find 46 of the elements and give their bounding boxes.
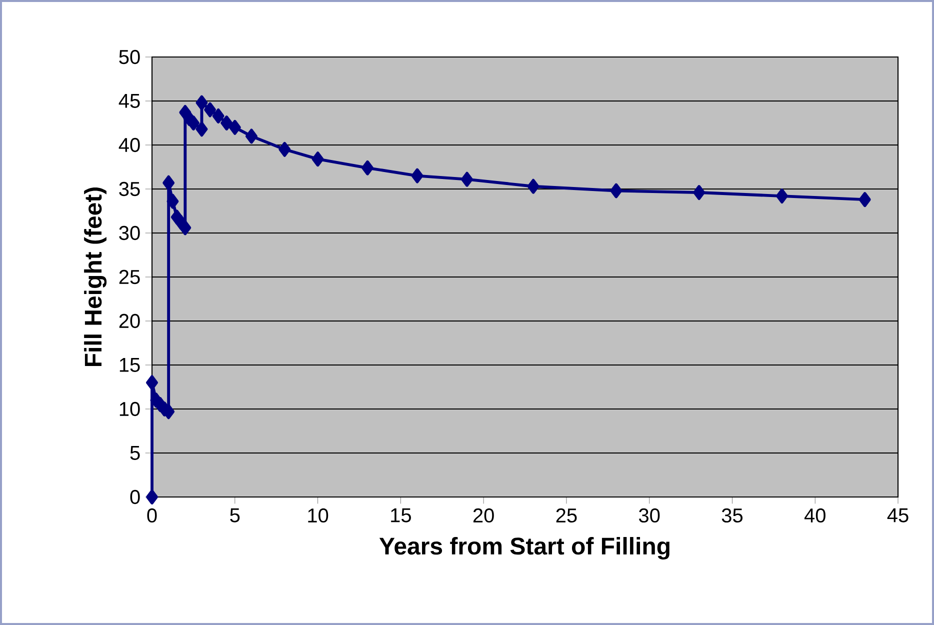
y-tick-label: 45 (118, 94, 140, 108)
point (179, 220, 192, 236)
x-tick-label: 45 (887, 508, 908, 522)
point (246, 128, 258, 144)
y-tick-label: 10 (120, 402, 140, 416)
point (204, 102, 216, 118)
x-axis-title: Years from Start of Filling (379, 537, 670, 560)
point (312, 152, 324, 167)
point (162, 175, 175, 190)
point (362, 160, 374, 176)
y-tick-label: 30 (119, 226, 140, 240)
point (776, 188, 788, 204)
y-tick-label: 5 (130, 446, 140, 460)
point (220, 116, 233, 130)
y-axis-title: Fill Height (feet) (84, 188, 107, 366)
x-tick-label: 30 (638, 508, 660, 523)
point (527, 178, 540, 194)
point (166, 194, 179, 209)
point (212, 108, 224, 124)
x-tick-label: 25 (556, 508, 577, 523)
y-tick-label: 50 (119, 50, 140, 64)
point (196, 122, 208, 137)
point (693, 185, 706, 200)
point (146, 490, 158, 504)
point (187, 116, 200, 130)
point (196, 95, 208, 110)
y-tick-label: 0 (130, 490, 140, 504)
y-tick-label: 40 (118, 138, 140, 152)
y-tick-label: 15 (120, 358, 140, 372)
point (610, 183, 622, 198)
x-tick-label: 5 (230, 508, 240, 522)
x-tick-label: 35 (722, 508, 743, 523)
y-tick-label: 35 (119, 182, 140, 196)
point (461, 172, 473, 187)
y-tick-label: 20 (119, 314, 140, 328)
point (146, 375, 158, 390)
y-tick-label: 25 (119, 270, 140, 284)
point (858, 192, 871, 208)
point (228, 120, 241, 135)
x-tick-label: 10 (308, 508, 328, 523)
x-tick-label: 20 (473, 508, 494, 523)
x-tick-label: 0 (147, 508, 157, 523)
point (411, 168, 424, 184)
x-tick-label: 15 (391, 508, 411, 522)
point (278, 142, 291, 157)
x-tick-label: 40 (804, 508, 826, 523)
